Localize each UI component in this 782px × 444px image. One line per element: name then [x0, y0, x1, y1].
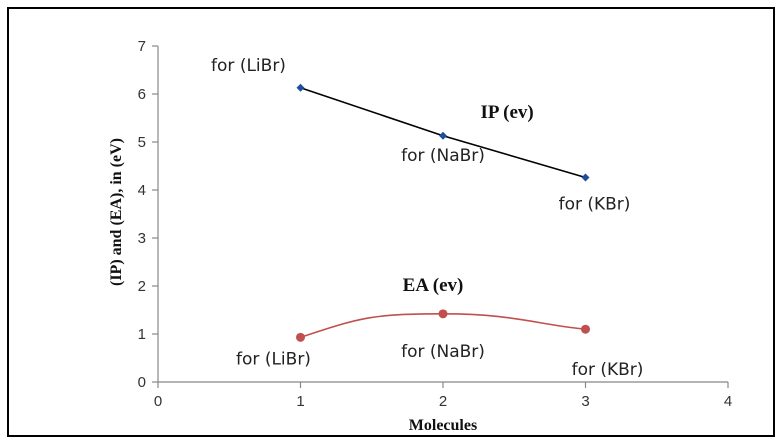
ea-data-point [296, 332, 305, 342]
y-tick-label: 6 [138, 86, 146, 103]
y-tick-label: 3 [138, 230, 146, 247]
ip-data-point [439, 131, 447, 140]
ip-series-label: IP (ev) [480, 102, 533, 123]
y-tick-label: 7 [138, 38, 146, 55]
ea-series-label: EA (ev) [403, 275, 464, 296]
ip-point-label: for (NaBr) [401, 146, 485, 166]
y-tick-label: 2 [138, 278, 146, 295]
y-tick-label: 0 [138, 374, 146, 391]
x-tick-label: 1 [296, 393, 304, 410]
x-tick-label: 0 [154, 393, 162, 410]
y-tick-label: 4 [138, 182, 146, 199]
ip-point-label: for (LiBr) [211, 56, 286, 76]
series-layer [296, 83, 590, 342]
ea-point-label: for (KBr) [572, 360, 644, 380]
ea-point-label: for (NaBr) [401, 342, 485, 362]
ea-data-point [438, 309, 448, 319]
x-axis-title: Molecules [409, 417, 477, 434]
ea-point-label: for (LiBr) [236, 349, 311, 369]
chart-frame [7, 7, 775, 437]
y-tick-label: 5 [138, 134, 146, 151]
axes [152, 45, 729, 388]
ip-point-label: for (KBr) [559, 195, 631, 215]
ip-data-point [296, 83, 305, 92]
annotation-layer: for (LiBr) for (NaBr) for (KBr) IP (ev) for … [211, 56, 643, 380]
y-tick-label: 1 [138, 326, 146, 343]
x-tick-label: 3 [581, 393, 589, 410]
ea-data-point [581, 324, 590, 334]
y-axis-title: (IP) and (EA), in (eV) [108, 138, 125, 286]
x-tick-label: 2 [439, 393, 447, 410]
x-tick-label: 4 [724, 393, 732, 410]
tick-labels: 0 1 2 3 4 5 6 7 0 1 2 3 4 [138, 38, 733, 410]
ip-data-point [581, 173, 590, 182]
